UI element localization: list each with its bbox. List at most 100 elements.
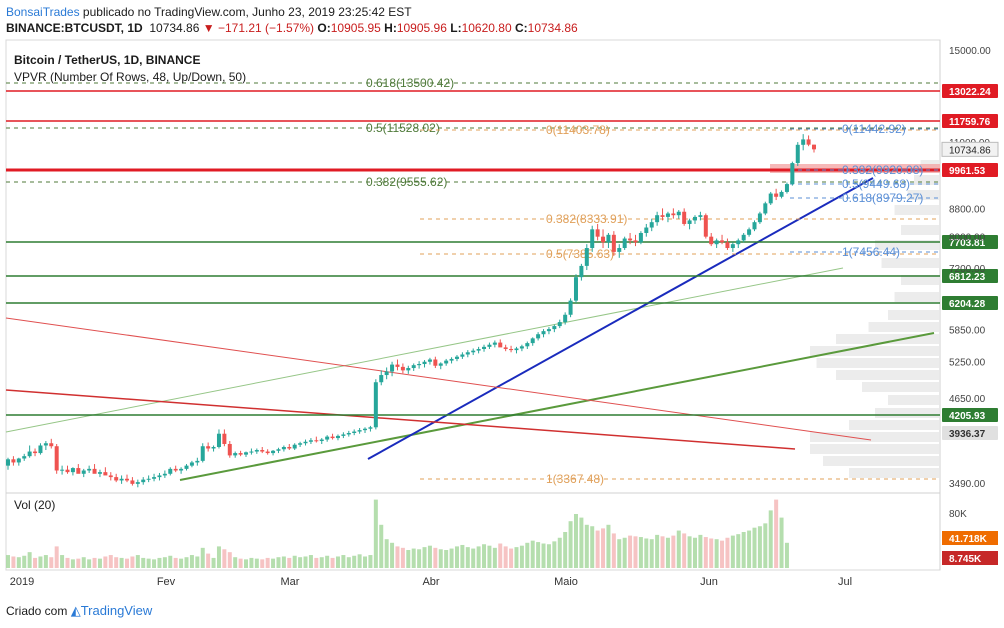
volume-bar bbox=[308, 555, 313, 568]
volume-bar bbox=[703, 537, 708, 568]
volume-bar bbox=[460, 544, 465, 568]
candle-body bbox=[319, 439, 324, 442]
price-tick-label: 8000.00 bbox=[949, 233, 986, 244]
volume-bar bbox=[92, 557, 97, 568]
candle-body bbox=[422, 361, 427, 365]
volume-bar bbox=[741, 532, 746, 568]
candle-body bbox=[676, 211, 681, 216]
volume-bar bbox=[422, 547, 427, 568]
volume-bar bbox=[433, 547, 438, 568]
volume-bar bbox=[665, 537, 670, 568]
candle-body bbox=[454, 356, 459, 359]
volume-bar bbox=[406, 550, 411, 568]
candle-body bbox=[130, 480, 135, 484]
volume-bar bbox=[525, 542, 530, 568]
volume-bar bbox=[768, 510, 773, 568]
fib-orange-label: 0(11403.78) bbox=[546, 123, 610, 137]
candle-body bbox=[368, 427, 373, 429]
candle-body bbox=[352, 431, 357, 434]
candle-body bbox=[335, 435, 340, 439]
volume-bar bbox=[400, 547, 405, 568]
volume-bar bbox=[779, 517, 784, 568]
volume-bar bbox=[206, 553, 211, 568]
candle-body bbox=[638, 232, 643, 243]
vpvr-row bbox=[875, 240, 940, 250]
volume-bar bbox=[244, 559, 249, 568]
volume-bar bbox=[644, 538, 649, 568]
candle-body bbox=[254, 450, 259, 452]
symbol-label: BINANCE:BTCUSDT, 1D bbox=[6, 21, 143, 35]
price-tick-label: 3490.00 bbox=[949, 479, 986, 490]
candle-body bbox=[644, 227, 649, 233]
volume-bar bbox=[97, 558, 102, 568]
candle-body bbox=[233, 453, 238, 456]
candle-body bbox=[519, 346, 524, 349]
volume-bar bbox=[103, 556, 108, 568]
tradingview-logo-text[interactable]: TradingView bbox=[80, 603, 153, 618]
volume-bar bbox=[43, 555, 48, 568]
volume-bar bbox=[552, 541, 557, 568]
vpvr-row bbox=[914, 175, 940, 185]
tradingview-logo-icon[interactable]: ◭ bbox=[70, 603, 81, 618]
candle-body bbox=[449, 358, 454, 361]
volume-bar bbox=[70, 559, 75, 568]
candle-body bbox=[298, 443, 303, 445]
candle-body bbox=[541, 331, 546, 335]
vpvr-row bbox=[836, 370, 940, 380]
candle-body bbox=[49, 443, 54, 447]
candle-body bbox=[671, 213, 676, 216]
candle-body bbox=[103, 472, 108, 476]
level-price-label: 6204.28 bbox=[949, 299, 986, 310]
trendline-green-support bbox=[179, 332, 935, 481]
candle-body bbox=[227, 443, 232, 456]
volume-bar bbox=[568, 521, 573, 568]
volume-bar bbox=[216, 546, 221, 568]
price-tick-label: 15000.00 bbox=[949, 46, 991, 57]
candle-body bbox=[114, 477, 119, 481]
level-price-tag bbox=[942, 163, 998, 177]
candle-body bbox=[108, 475, 113, 478]
volume-bar bbox=[514, 547, 519, 568]
level-price-label: 11759.76 bbox=[949, 117, 991, 128]
vpvr-row bbox=[888, 395, 940, 405]
candle-body bbox=[357, 430, 362, 432]
level-price-tag bbox=[942, 269, 998, 283]
fib-levels: 0.618(13500.42) 0.5(11528.02) 0.382(9555.6… bbox=[6, 76, 940, 486]
volume-bar bbox=[379, 524, 384, 568]
volume-bar bbox=[563, 532, 568, 568]
volume-bar bbox=[373, 499, 378, 568]
candle-body bbox=[303, 441, 308, 444]
author-name[interactable]: BonsaiTrades bbox=[6, 5, 80, 19]
volume-bar bbox=[54, 546, 59, 568]
candle-body bbox=[757, 213, 762, 223]
candle-body bbox=[584, 248, 589, 266]
volume-value-label: 8.745K bbox=[949, 554, 982, 565]
candle-body bbox=[660, 215, 665, 217]
fib-orange-label: 0.382(8333.91) bbox=[546, 212, 627, 226]
candle-body bbox=[125, 478, 130, 481]
volume-bar bbox=[114, 557, 119, 568]
volume-bar bbox=[449, 548, 454, 568]
vpvr-row bbox=[907, 190, 940, 200]
level-price-label: 7703.81 bbox=[949, 238, 986, 249]
volume-bar bbox=[27, 552, 32, 568]
candle-body bbox=[709, 236, 714, 245]
candle-body bbox=[200, 446, 205, 461]
volume-bar bbox=[682, 533, 687, 568]
price-chart[interactable]: 13022.24 11759.76 9961.53 7703.81 6812.23 620… bbox=[0, 0, 1004, 600]
vpvr-indicator-label: VPVR (Number Of Rows, 48, Up/Down, 50) bbox=[14, 70, 246, 84]
candle-body bbox=[628, 238, 633, 241]
candle-body bbox=[325, 436, 330, 440]
candle-body bbox=[168, 468, 173, 474]
candle-body bbox=[330, 436, 335, 439]
trendlines bbox=[5, 177, 935, 481]
vpvr-row bbox=[836, 334, 940, 344]
volume-bar bbox=[427, 545, 432, 568]
candle-body bbox=[633, 240, 638, 243]
volume-bar bbox=[709, 538, 714, 568]
candle-body bbox=[498, 342, 503, 348]
candle-body bbox=[60, 469, 65, 471]
level-price-tag bbox=[942, 84, 998, 98]
level-price-tag bbox=[942, 296, 998, 310]
candle-body bbox=[76, 468, 81, 474]
